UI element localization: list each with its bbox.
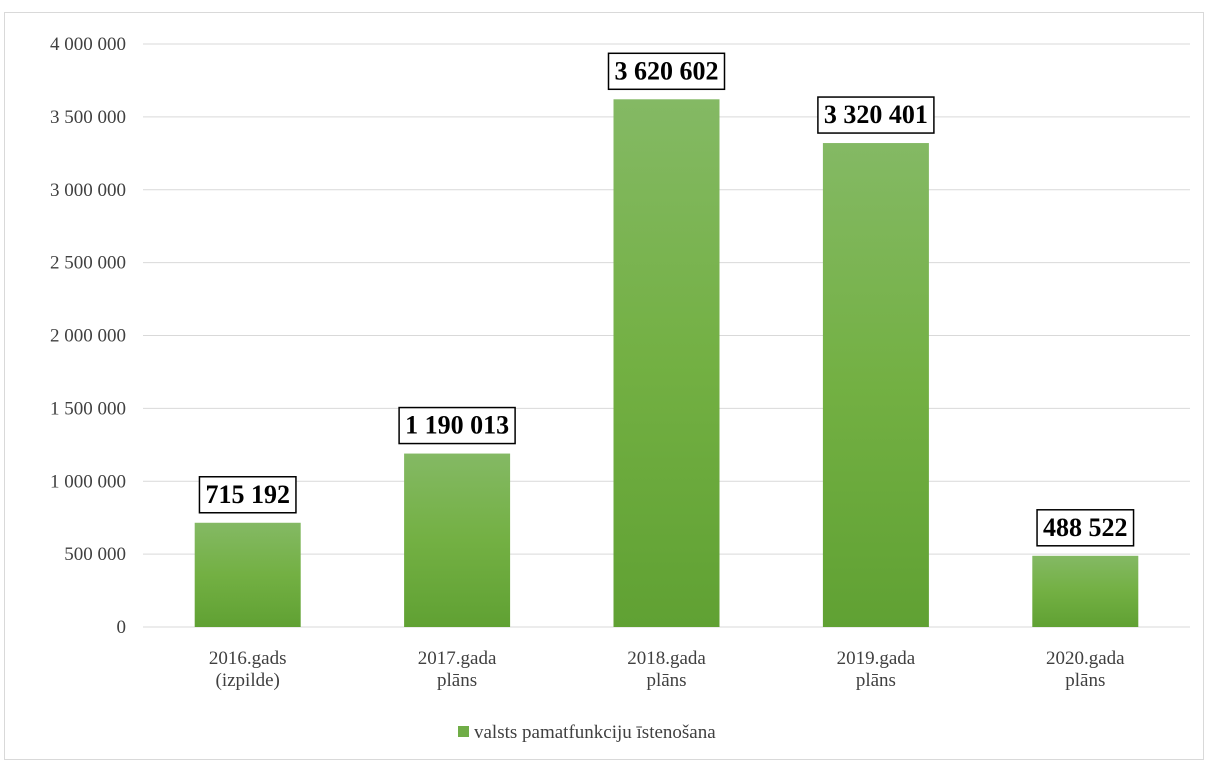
category-label: 2018.gada bbox=[627, 648, 706, 669]
category-label: plāns bbox=[646, 670, 686, 691]
category-label: 2020.gada bbox=[1046, 648, 1125, 669]
data-label: 715 192 bbox=[198, 476, 297, 514]
x-axis-category-labels: 2016.gads(izpilde)2017.gadaplāns2018.gad… bbox=[209, 648, 1125, 691]
data-labels: 715 192 1 190 013 3 620 602 3 320 401 488 52… bbox=[198, 52, 1135, 547]
y-tick-label: 1 500 000 bbox=[50, 398, 126, 419]
y-tick-label: 4 000 000 bbox=[50, 34, 126, 55]
y-tick-label: 3 500 000 bbox=[50, 107, 126, 128]
bars bbox=[194, 99, 1139, 628]
data-label-box bbox=[817, 96, 935, 134]
data-label-text: 1 190 013 bbox=[405, 411, 509, 440]
legend: valsts pamatfunkciju īstenošana bbox=[458, 722, 716, 743]
bar bbox=[194, 522, 301, 627]
data-label-box bbox=[198, 476, 297, 514]
category-label: 2019.gada bbox=[837, 648, 916, 669]
bar bbox=[1032, 555, 1139, 627]
data-label: 3 320 401 bbox=[817, 96, 935, 134]
data-label-box bbox=[607, 52, 726, 91]
y-tick-label: 0 bbox=[117, 617, 127, 638]
y-tick-label: 2 000 000 bbox=[50, 326, 126, 347]
data-label-text: 715 192 bbox=[205, 480, 290, 509]
y-tick-label: 3 000 000 bbox=[50, 180, 126, 201]
legend-swatch bbox=[458, 726, 469, 737]
bar bbox=[404, 453, 511, 627]
y-axis-tick-labels: 0 500 000 1 000 000 1 500 000 2 000 000 2 500… bbox=[50, 34, 126, 638]
category-label: plāns bbox=[1065, 670, 1105, 691]
category-label: 2016.gads bbox=[209, 648, 287, 669]
category-label: plāns bbox=[856, 670, 896, 691]
data-label-text: 3 620 602 bbox=[615, 56, 719, 85]
bar bbox=[822, 143, 929, 627]
category-label: (izpilde) bbox=[216, 670, 280, 691]
y-tick-label: 500 000 bbox=[64, 544, 126, 565]
data-label-box bbox=[398, 406, 516, 445]
category-label: 2017.gada bbox=[418, 648, 497, 669]
data-label: 488 522 bbox=[1036, 509, 1135, 547]
data-label-text: 3 320 401 bbox=[824, 100, 928, 129]
legend-label: valsts pamatfunkciju īstenošana bbox=[474, 722, 716, 743]
category-label: plāns bbox=[437, 670, 477, 691]
chart-frame bbox=[4, 12, 1204, 760]
y-tick-label: 2 500 000 bbox=[50, 253, 126, 274]
data-label-text: 488 522 bbox=[1043, 513, 1128, 542]
bar bbox=[613, 99, 720, 628]
data-label: 1 190 013 bbox=[398, 406, 516, 445]
data-label: 3 620 602 bbox=[607, 52, 726, 91]
y-tick-label: 1 000 000 bbox=[50, 471, 126, 492]
data-label-box bbox=[1036, 509, 1135, 547]
